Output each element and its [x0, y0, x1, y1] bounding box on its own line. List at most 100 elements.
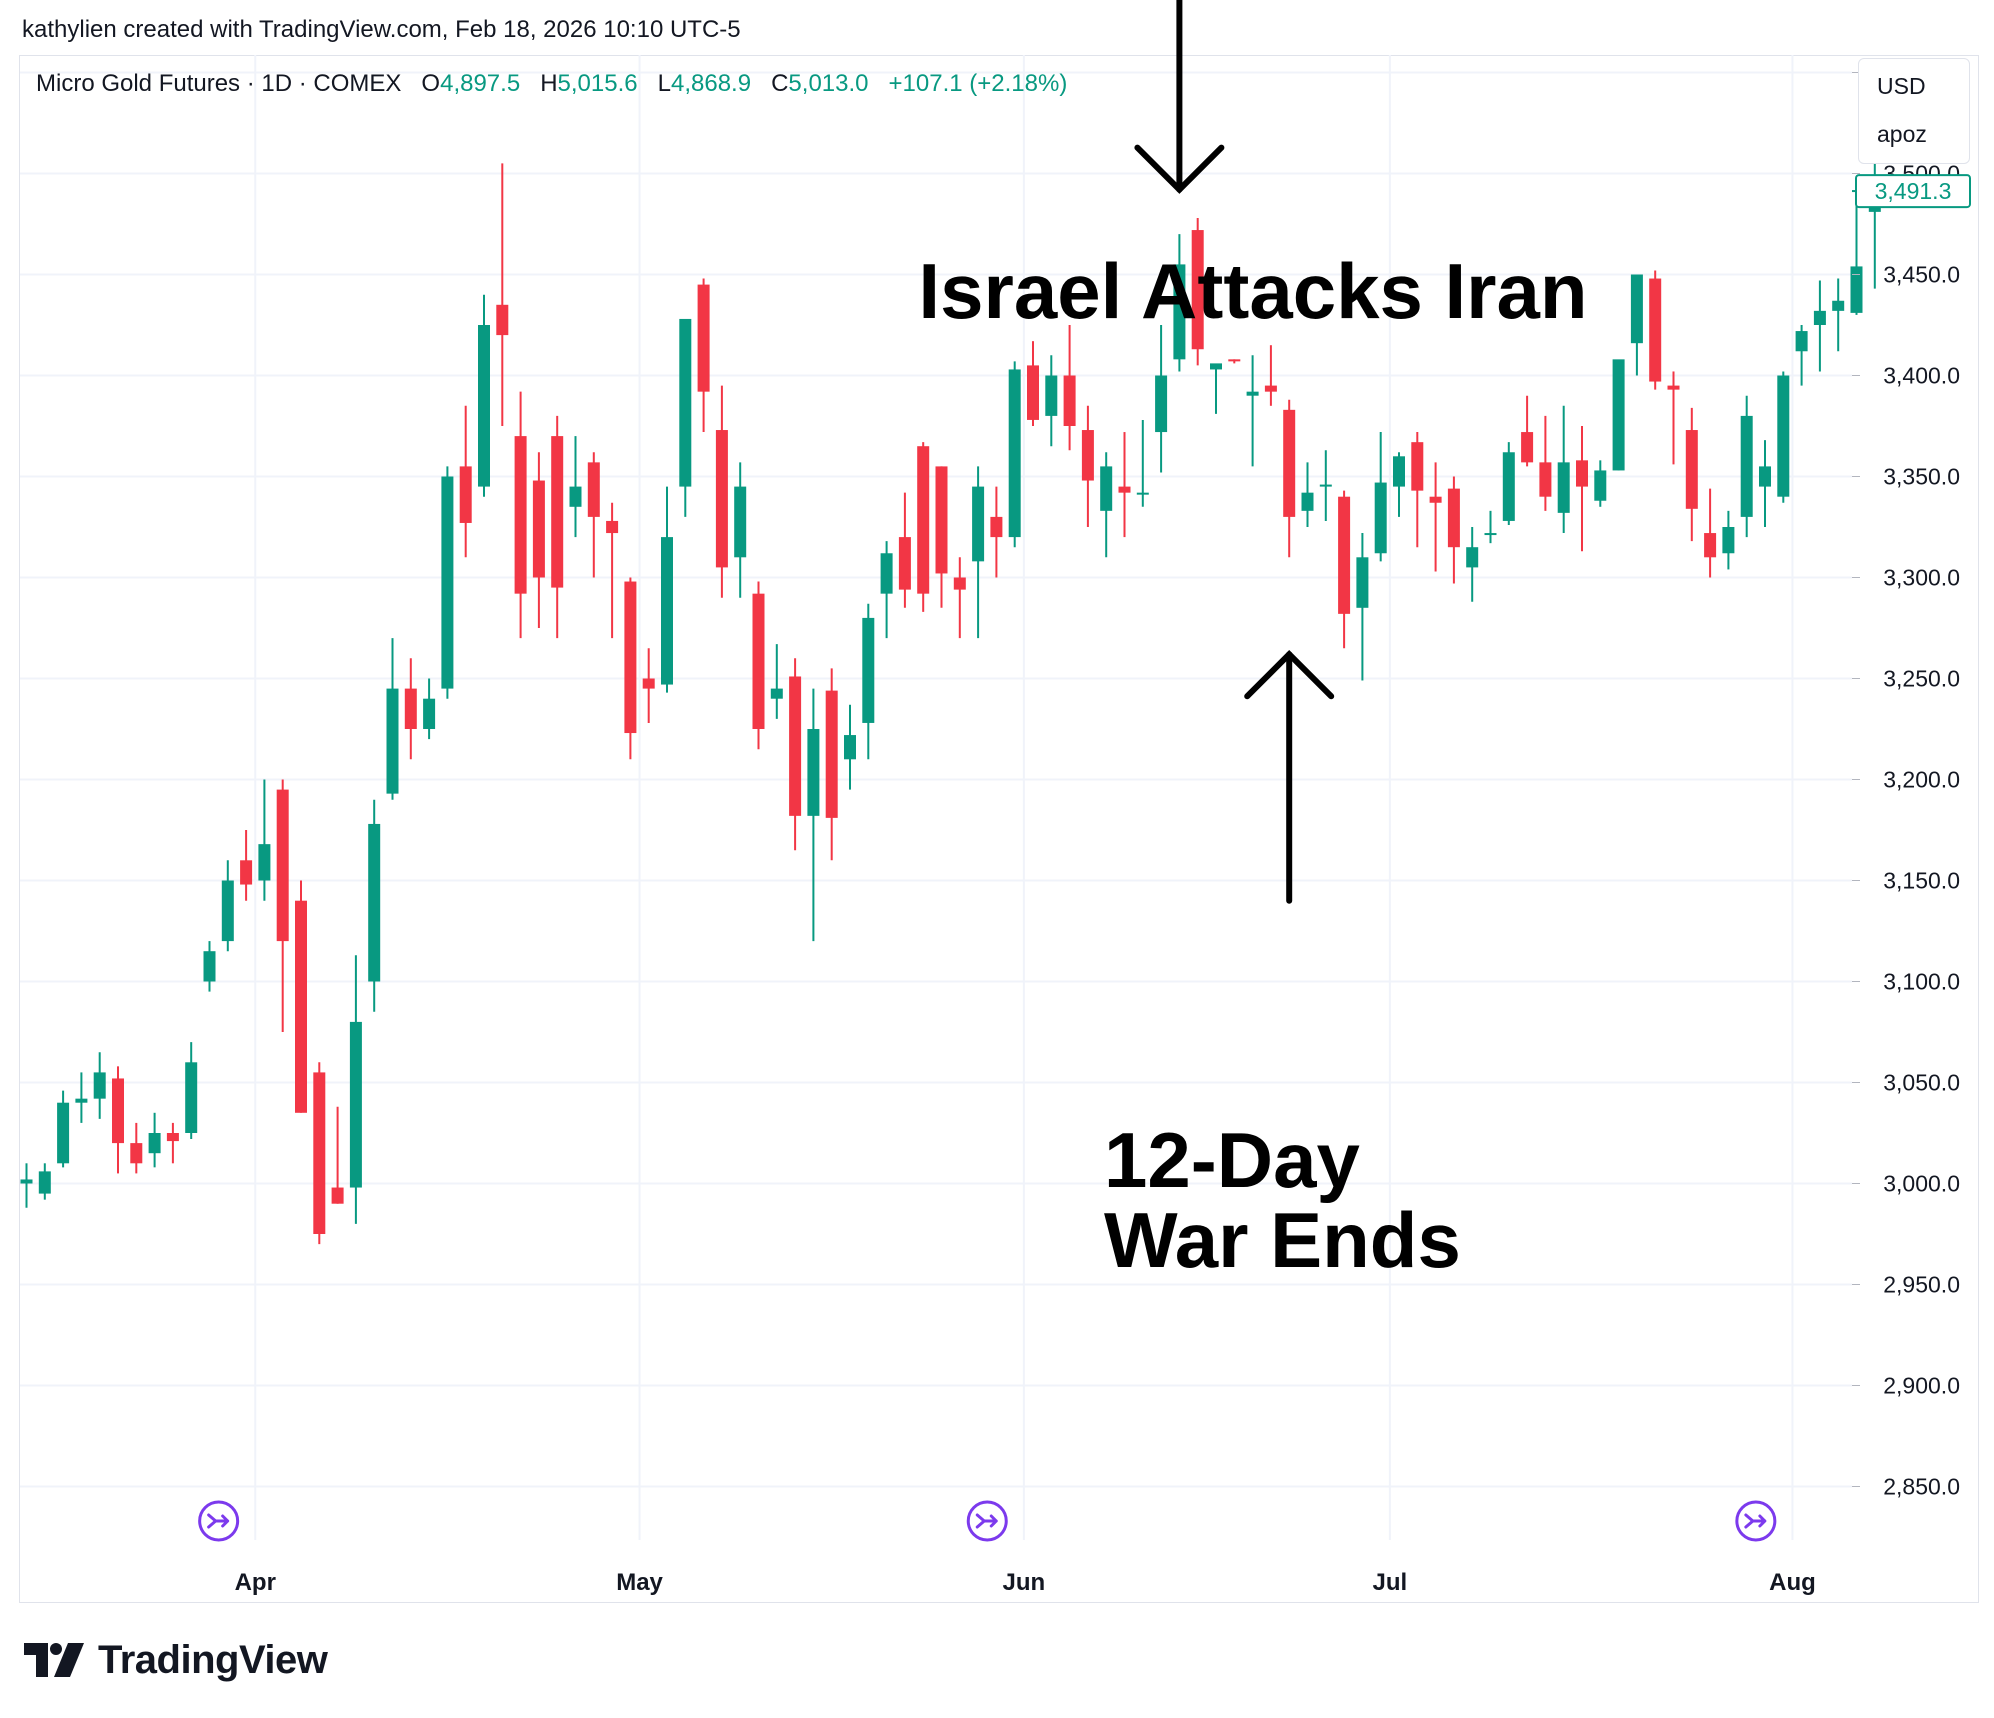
candle: [807, 688, 820, 942]
candle: [679, 318, 692, 517]
candle: [1630, 274, 1643, 376]
candle: [1264, 345, 1277, 406]
candle: [441, 466, 454, 699]
candle: [953, 557, 966, 639]
candle: [990, 486, 1003, 578]
candle-body: [1411, 442, 1424, 491]
candle-body: [1173, 264, 1186, 360]
candle-body: [734, 486, 747, 558]
candle: [166, 1122, 179, 1164]
candle-body: [789, 676, 802, 816]
candle-body: [1319, 484, 1332, 487]
candle-body: [368, 823, 381, 982]
candle-body: [624, 581, 637, 734]
candle-body: [295, 900, 307, 1113]
price-tick-label: 2,950.0: [1883, 1272, 1960, 1298]
candle: [1228, 359, 1241, 364]
price-tick-label: 3,400.0: [1883, 363, 1960, 389]
candle: [1045, 355, 1058, 447]
candle-body: [1393, 456, 1405, 487]
annotation-arrow-head: [1134, 144, 1225, 194]
candle-body: [1228, 359, 1241, 362]
event-marker-icon[interactable]: [198, 1500, 240, 1542]
currency-unit-button[interactable]: USD apoz: [1858, 58, 1970, 164]
candle-body: [514, 436, 527, 594]
candle-body: [1594, 470, 1607, 501]
candle-body: [661, 537, 673, 685]
candle-body: [1118, 486, 1131, 493]
candle-body: [1740, 415, 1753, 517]
candle: [1466, 527, 1479, 602]
candle-body: [1338, 496, 1351, 614]
candle: [331, 1106, 344, 1204]
candle-body: [1429, 496, 1442, 503]
candle: [844, 704, 856, 790]
candle-body: [1576, 460, 1588, 487]
candle: [1338, 490, 1351, 649]
candle-body: [349, 1021, 362, 1188]
candle-body: [1155, 375, 1168, 433]
candle-body: [148, 1133, 161, 1154]
candle-body: [898, 537, 911, 590]
candle-body: [1612, 359, 1625, 471]
candle: [386, 638, 399, 800]
candle: [404, 658, 417, 760]
price-tick-label: 3,050.0: [1883, 1070, 1960, 1096]
candle: [880, 541, 893, 639]
candle-body: [1008, 369, 1021, 538]
open-value: 4,897.5: [440, 70, 521, 97]
candle: [1393, 452, 1405, 517]
candle: [349, 955, 362, 1224]
candle-body: [880, 553, 893, 594]
candle-body: [1484, 533, 1497, 536]
candle-body: [1045, 375, 1058, 416]
event-marker-icon[interactable]: [966, 1500, 1008, 1542]
candle: [1027, 341, 1039, 426]
candle-body: [1246, 391, 1259, 396]
candle-body: [587, 462, 600, 517]
candle-body: [1283, 409, 1296, 517]
month-label: Aug: [1769, 1569, 1816, 1596]
candle-body: [551, 436, 564, 588]
candle: [276, 779, 289, 1032]
candle: [1100, 452, 1113, 558]
candle-body: [459, 466, 472, 523]
price-tick-label: 3,150.0: [1883, 868, 1960, 894]
candle: [551, 415, 564, 639]
candle: [697, 278, 710, 433]
candle-body: [276, 789, 289, 942]
candle: [185, 1042, 198, 1140]
price-axis: 2,850.0 2,900.0 2,950.0 3,000.0 3,050.0 3,100…: [1852, 60, 1971, 1500]
event-marker-icon[interactable]: [1735, 1500, 1777, 1542]
candle: [1246, 355, 1259, 467]
candle: [770, 644, 783, 719]
candle: [587, 452, 600, 578]
candle-body: [1374, 482, 1387, 554]
candles: [20, 106, 1881, 1245]
candle: [1136, 419, 1149, 507]
high-label: H: [540, 70, 558, 97]
candle: [496, 163, 509, 426]
candle-body: [1759, 466, 1771, 487]
price-tick-label: 3,350.0: [1883, 464, 1960, 490]
candle: [661, 486, 673, 693]
candle: [459, 405, 472, 558]
unit-label: apoz: [1877, 121, 1927, 147]
month-label: Jul: [1373, 1569, 1408, 1596]
candle-body: [441, 476, 454, 689]
candle-body: [990, 516, 1003, 538]
candle: [514, 391, 527, 639]
tradingview-logo[interactable]: TradingView: [24, 1638, 328, 1682]
candle: [313, 1062, 326, 1245]
candle-body: [752, 593, 765, 729]
candle-body: [1521, 432, 1534, 463]
candle: [1155, 325, 1168, 473]
candle-body: [203, 951, 216, 982]
candle: [1447, 476, 1460, 584]
candle: [1722, 510, 1735, 570]
candle: [917, 442, 930, 612]
candle: [478, 294, 490, 497]
candle: [898, 492, 911, 608]
candle-body: [1649, 278, 1662, 382]
